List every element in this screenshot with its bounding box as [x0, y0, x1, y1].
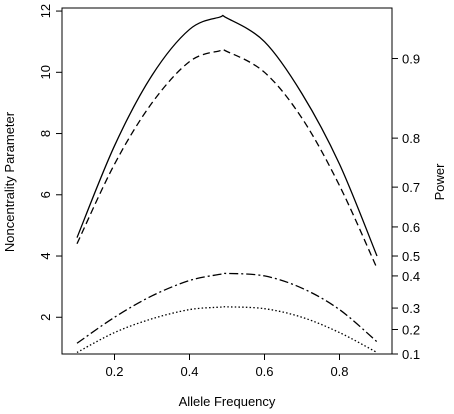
- plot-box: [61, 7, 393, 355]
- y2-tick-label: 0.7: [402, 180, 420, 195]
- x-tick-label: 0.6: [255, 364, 273, 379]
- y2-tick-label: 0.8: [402, 131, 420, 146]
- series-line-2-dashed: [76, 48, 378, 269]
- y2-tick-label: 0.1: [402, 347, 420, 362]
- y-axis: 2 4 6 8 10 12: [38, 4, 62, 321]
- y2-tick-label: 0.3: [402, 301, 420, 316]
- x-axis: 0.2 0.4 0.6 0.8: [105, 353, 349, 379]
- y-tick-label: 8: [38, 130, 53, 137]
- x-tick-label: 0.2: [105, 364, 123, 379]
- series-line-3-dashdot: [76, 272, 378, 344]
- y2-tick-label: 0.6: [402, 220, 420, 235]
- y2-tick-label: 0.9: [402, 52, 420, 67]
- y2-tick-label: 0.5: [402, 249, 420, 264]
- x-tick-label: 0.8: [330, 364, 348, 379]
- y-axis-title: Noncentrality Parameter: [2, 111, 17, 252]
- y2-tick-label: 0.4: [402, 269, 420, 284]
- x-axis-title: Allele Frequency: [179, 394, 276, 409]
- y-tick-label: 10: [38, 65, 53, 79]
- series-line-4-dotted: [76, 306, 378, 354]
- series-layer: [76, 14, 378, 354]
- series-line-1-solid: [76, 14, 378, 257]
- x-tick-label: 0.4: [180, 364, 198, 379]
- y-tick-label: 2: [38, 314, 53, 321]
- y-tick-label: 12: [38, 4, 53, 18]
- y-tick-label: 6: [38, 191, 53, 198]
- y2-axis: 0.1 0.2 0.3 0.4 0.5 0.6 0.7 0.8 0.9: [392, 52, 420, 362]
- y2-tick-label: 0.2: [402, 323, 420, 338]
- y2-axis-title: Power: [432, 163, 447, 201]
- y-tick-label: 4: [38, 252, 53, 259]
